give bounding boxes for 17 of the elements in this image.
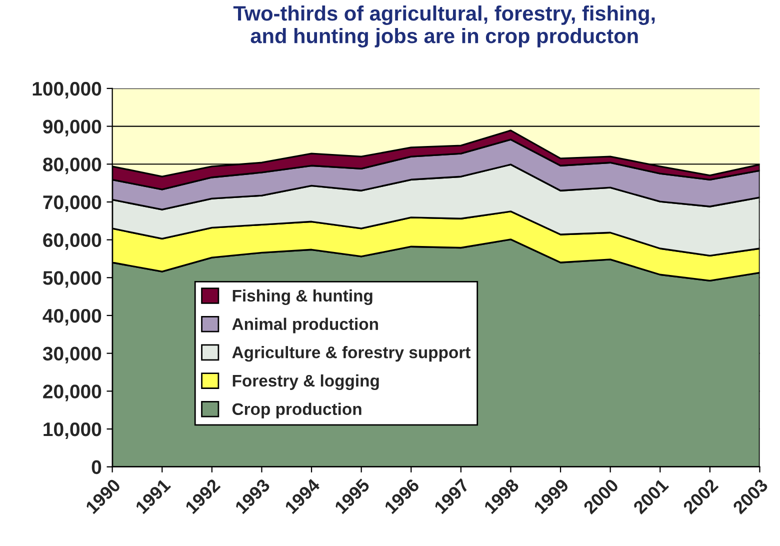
legend-label: Agriculture & forestry support <box>232 346 470 362</box>
chart-title: Two-thirds of agricultural, forestry, fishing, and hunting jobs are in crop producton <box>233 5 655 48</box>
legend-label: Animal production <box>232 318 378 334</box>
y-tick-label: 20,000 <box>43 384 102 402</box>
y-tick-label: 50,000 <box>43 271 102 288</box>
legend-label: Fishing & hunting <box>232 289 372 306</box>
y-tick-label: 30,000 <box>42 346 102 364</box>
legend-label: Crop production <box>232 402 362 418</box>
y-tick-label: 60,000 <box>43 233 102 250</box>
y-tick-label: 40,000 <box>42 308 102 326</box>
y-tick-label: 90,000 <box>43 120 102 136</box>
y-tick-label: 100,000 <box>32 82 102 99</box>
y-tick-label: 80,000 <box>43 158 102 174</box>
legend-label: Forestry & logging <box>232 374 379 390</box>
y-tick-label: 0 <box>92 460 102 474</box>
y-tick-label: 10,000 <box>44 422 102 440</box>
y-tick-label: 70,000 <box>43 195 102 212</box>
